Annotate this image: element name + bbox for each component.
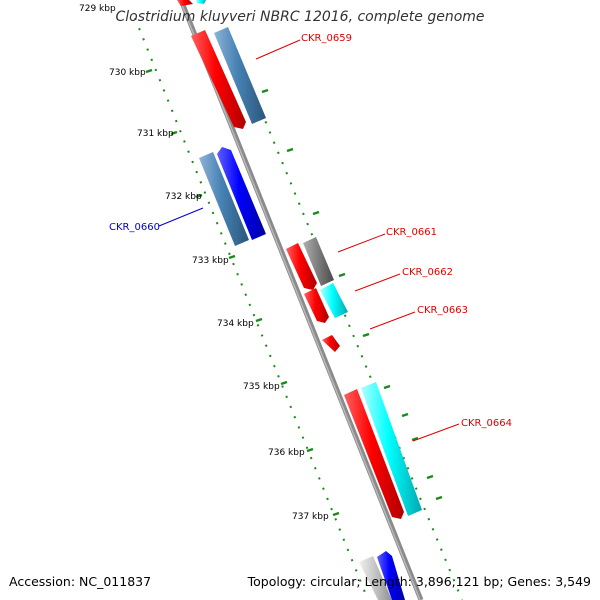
gene-label-ckr-0664[interactable]: CKR_0664: [461, 418, 512, 429]
gene-arrow[interactable]: [359, 556, 392, 600]
label-leader-lines: [158, 39, 460, 442]
kbp-label: 734 kbp: [217, 319, 254, 329]
gene-arrow[interactable]: [303, 237, 334, 286]
accession-text: Accession: NC_011837: [9, 574, 152, 589]
gene-arrow-ckr-0664[interactable]: [361, 382, 422, 516]
genome-backbone: [178, 0, 424, 600]
gene-arrow-ckr-0659[interactable]: [191, 30, 246, 129]
gene-arrow[interactable]: [177, 0, 193, 6]
kbp-label: 737 kbp: [292, 512, 329, 522]
kbp-label: 735 kbp: [243, 382, 280, 392]
gene-arrow[interactable]: [304, 288, 329, 323]
gene-arrow-ckr-0660[interactable]: [199, 152, 249, 246]
kbp-label: 730 kbp: [109, 68, 146, 78]
gene-arrow[interactable]: [196, 0, 206, 4]
genome-backbone-highlight: [179, 0, 421, 600]
gene-arrow[interactable]: [214, 27, 266, 124]
gene-features: [177, 0, 422, 600]
kbp-label: 731 kbp: [137, 129, 174, 139]
kbp-label: 732 kbp: [165, 192, 202, 202]
ruler-major-ticks: [261, 88, 443, 501]
genome-title: Clostridium kluyveri NBRC 12016, complet…: [115, 9, 485, 25]
gene-label-ckr-0661[interactable]: CKR_0661: [386, 227, 437, 238]
gene-label-ckr-0659[interactable]: CKR_0659: [301, 33, 352, 44]
gene-arrow-ckr-0662[interactable]: [320, 283, 348, 318]
gene-arrow[interactable]: [344, 389, 404, 519]
ruler-major-ticks-left: [145, 68, 340, 517]
gene-label-ckr-0662[interactable]: CKR_0662: [402, 267, 453, 278]
gene-label-ckr-0663[interactable]: CKR_0663: [417, 305, 468, 316]
ruler-dotted-line: [231, 39, 463, 600]
gene-arrow-ckr-0663[interactable]: [322, 335, 340, 352]
gene-arrow[interactable]: [217, 147, 266, 240]
kbp-label: 729 kbp: [79, 4, 116, 14]
gene-label-ckr-0660[interactable]: CKR_0660: [109, 222, 160, 233]
gene-arrow-ckr-0661[interactable]: [286, 243, 317, 290]
gene-arrow[interactable]: [377, 551, 405, 600]
kbp-label: 733 kbp: [192, 256, 229, 266]
kbp-labels: 729 kbp 730 kbp 731 kbp 732 kbp 733 kbp …: [79, 4, 329, 522]
kbp-label: 736 kbp: [268, 448, 305, 458]
gene-labels: CKR_0659 CKR_0660 CKR_0661 CKR_0662 CKR_…: [109, 33, 512, 429]
genome-summary-text: Topology: circular; Length: 3,896,121 bp…: [247, 574, 591, 589]
